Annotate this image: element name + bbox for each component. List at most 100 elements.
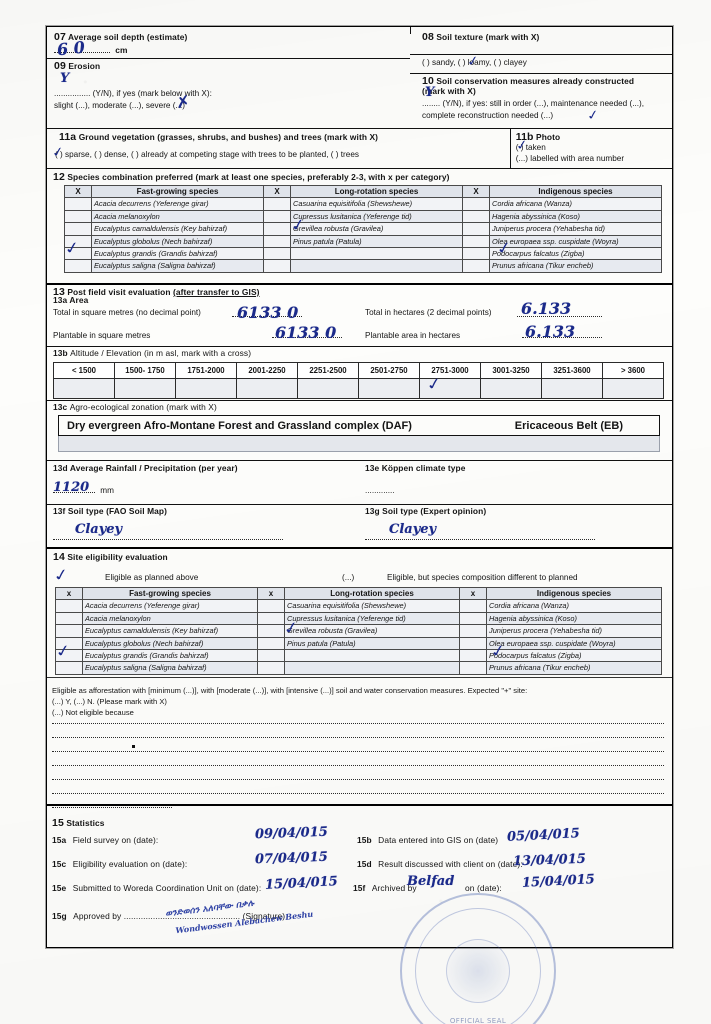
field-14-title: Site eligibility evaluation	[67, 552, 168, 562]
afforestation-line1[interactable]: Eligible as afforestation with [minimum …	[52, 686, 667, 696]
field-11b-option-taken[interactable]: ( ) taken	[515, 143, 546, 152]
afforestation-blank-rule-6[interactable]	[52, 793, 664, 794]
cell-x-fast-3[interactable]	[64, 234, 92, 249]
field-13f-rule[interactable]	[53, 539, 283, 540]
cell-x-ind-3[interactable]	[462, 234, 490, 249]
cell-ind-5: Prunus africana (Tikur encheb)	[489, 259, 662, 273]
field-15a-number: 15a	[52, 835, 67, 845]
altitude-cell-3[interactable]	[236, 378, 298, 399]
altitude-cell-1[interactable]	[114, 378, 176, 399]
cell-x-long-0[interactable]	[263, 197, 291, 211]
afforestation-blank-rule-4[interactable]	[52, 765, 664, 766]
cell14-x-long-4[interactable]	[257, 649, 285, 663]
cell14-x-long-0[interactable]	[257, 599, 285, 613]
cell14-x-fast-4[interactable]	[55, 649, 83, 663]
cell-long-3: Pinus patula (Patula)	[290, 234, 463, 249]
field-13e-dotted-rule[interactable]: .............	[365, 486, 395, 495]
field-10-line2[interactable]: complete reconstruction needed (...)	[422, 111, 554, 120]
section-14-species-block: x Fast-growing species x Long-rotation s…	[47, 586, 672, 685]
cell14-x-ind-4[interactable]	[459, 649, 487, 663]
field-08-options[interactable]: ( ) sandy, ( ) loamy, ( ) clayey	[422, 58, 527, 67]
cell-x-fast-5[interactable]	[64, 259, 92, 273]
section-14-afforestation-block: Eligible as afforestation with [minimum …	[47, 677, 672, 806]
afforestation-blank-rule-2[interactable]	[52, 737, 664, 738]
cell14-x-ind-0[interactable]	[459, 599, 487, 613]
afforestation-blank-rule-3[interactable]	[52, 751, 664, 752]
cell14-x-ind-5[interactable]	[459, 661, 487, 675]
cell14-x-fast-1[interactable]	[55, 611, 83, 626]
field-09-severity-line[interactable]: slight (...), moderate (...), severe (..…	[54, 101, 186, 110]
cell-x-long-2[interactable]	[263, 222, 291, 236]
cell-x-long-3[interactable]	[263, 234, 291, 249]
altitude-band-3: 2001-2250	[236, 362, 298, 379]
field-13a-plantable-ha-rule[interactable]	[522, 337, 602, 338]
cell14-fast-5: Eucalyptus saligna (Saligna bahirzaf)	[82, 661, 258, 675]
field-11b-option-labelled[interactable]: (...) labelled with area number	[515, 154, 625, 163]
field-13e-number: 13e	[365, 463, 380, 473]
table-row: Eucalyptus grandis (Grandis bahirzaf) Po…	[64, 247, 662, 261]
section-13b-block: 13b Altitude / Elevation (in m asl, mark…	[47, 346, 672, 401]
cell14-x-ind-3[interactable]	[459, 636, 487, 651]
cell14-x-long-1[interactable]	[257, 611, 285, 626]
field-13a-total-ha-rule[interactable]	[517, 316, 602, 317]
altitude-cell-8[interactable]	[541, 378, 603, 399]
cell-x-long-4[interactable]	[263, 247, 291, 261]
cell-x-ind-4[interactable]	[462, 247, 490, 261]
field-13-label: 13 Post field visit evaluation (after tr…	[53, 286, 260, 298]
field-13d-inputline[interactable]: mm	[53, 486, 114, 497]
field-11a-options[interactable]: ( ) sparse, ( ) dense, ( ) already at co…	[55, 150, 359, 159]
agro-zone-box[interactable]: Dry evergreen Afro-Montane Forest and Gr…	[58, 415, 660, 436]
afforestation-blank-rule-1[interactable]	[52, 723, 664, 724]
cell14-x-long-2[interactable]	[257, 624, 285, 638]
cell-x-ind-2[interactable]	[462, 222, 490, 236]
cell-fast-3: Eucalyptus globolus (Nech bahirzaf)	[91, 234, 264, 249]
section-13c-block: 13c Agro-ecological zonation (mark with …	[47, 400, 672, 461]
cell14-x-fast-2[interactable]	[55, 624, 83, 638]
altitude-cell-7[interactable]	[480, 378, 542, 399]
cell-x-fast-2[interactable]	[64, 222, 92, 236]
cell14-x-ind-1[interactable]	[459, 611, 487, 626]
field-10-reconstruction-checkmark: ✓	[585, 106, 601, 124]
field-13g-rule[interactable]	[365, 539, 595, 540]
cell14-x-long-5[interactable]	[257, 661, 285, 675]
field-13d-label: 13d Average Rainfall / Precipitation (pe…	[53, 463, 238, 474]
altitude-cell-6[interactable]	[419, 378, 481, 399]
field-14-option-different-mark[interactable]: (...)	[342, 573, 355, 582]
field-07-inputline[interactable]: cm	[54, 45, 127, 57]
field-15b-label: 15b Data entered into GIS on (date)	[357, 835, 498, 846]
afforestation-blank-rule-5[interactable]	[52, 779, 664, 780]
cell-x-fast-4[interactable]	[64, 247, 92, 261]
field-14-option-as-planned[interactable]: Eligible as planned above	[105, 573, 199, 582]
afforestation-line2[interactable]: (...) Y, (...) N. (Please mark with X)	[52, 697, 167, 706]
cell-long-2: Grevillea robusta (Gravilea)	[290, 222, 463, 236]
cell14-x-long-3[interactable]	[257, 636, 285, 651]
cell-x-long-1[interactable]	[263, 209, 291, 224]
cell-x-ind-0[interactable]	[462, 197, 490, 211]
field-10-line1[interactable]: ........ (Y/N), if yes: still in order (…	[422, 99, 645, 108]
cell14-x-fast-0[interactable]	[55, 599, 83, 613]
field-13a-plantable-sqm-rule[interactable]	[272, 337, 342, 338]
field-14-option-different[interactable]: Eligible, but species composition differ…	[387, 573, 578, 582]
altitude-cell-9[interactable]	[602, 378, 664, 399]
cell-x-long-5[interactable]	[263, 259, 291, 273]
field-09-yn-line[interactable]: ................ (Y/N), if yes (mark bel…	[54, 89, 212, 98]
altitude-cell-2[interactable]	[175, 378, 237, 399]
cell-x-fast-1[interactable]	[64, 209, 92, 224]
altitude-cell-4[interactable]	[297, 378, 359, 399]
altitude-band-2: 1751-2000	[175, 362, 237, 379]
cell-x-fast-0[interactable]	[64, 197, 92, 211]
cell-x-ind-1[interactable]	[462, 209, 490, 224]
field-13a-total-sqm-rule[interactable]	[232, 316, 302, 317]
altitude-cell-5[interactable]	[358, 378, 420, 399]
field-15e-number: 15e	[52, 883, 67, 893]
afforestation-line3[interactable]: (...) Not eligible because	[52, 708, 134, 717]
cell14-x-fast-3[interactable]	[55, 636, 83, 651]
cell-fast-2: Eucalyptus camaldulensis (Key bahirzaf)	[91, 222, 264, 236]
col14-fast-growing: Fast-growing species	[82, 586, 258, 601]
cell14-x-ind-2[interactable]	[459, 624, 487, 638]
agro-zone-mark-row[interactable]	[58, 436, 660, 452]
cell-x-ind-5[interactable]	[462, 259, 490, 273]
altitude-cell-0[interactable]	[53, 378, 115, 399]
field-13g-label: 13g Soil type (Expert opinion)	[365, 506, 486, 517]
cell14-x-fast-5[interactable]	[55, 661, 83, 675]
